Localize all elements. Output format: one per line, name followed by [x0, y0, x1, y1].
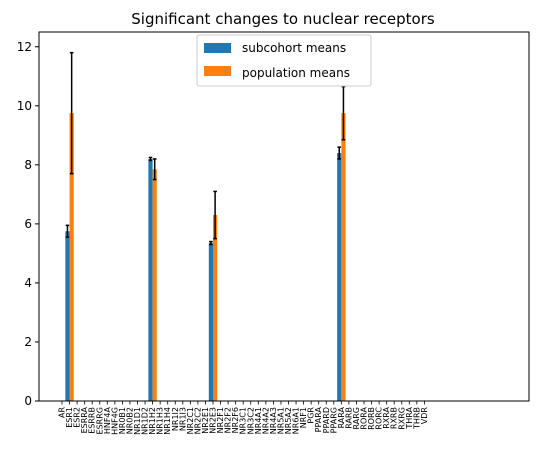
x-tick-label-NR3C2: NR3C2: [246, 407, 255, 434]
x-tick-label-ESRRG: ESRRG: [95, 407, 104, 434]
legend-label-population: population means: [242, 66, 350, 80]
x-tick-label-NR5A1: NR5A1: [276, 407, 285, 434]
x-tick-label-NR2C2: NR2C2: [193, 407, 202, 434]
x-tick-label-PPARD: PPARD: [322, 407, 331, 433]
x-tick-label-RORA: RORA: [360, 406, 369, 429]
x-tick-label-NR1I2: NR1I2: [171, 407, 180, 431]
y-tick-label: 4: [24, 276, 32, 290]
x-tick-label-PPARG: PPARG: [329, 407, 338, 433]
x-tick-label-NR0B2: NR0B2: [125, 407, 134, 434]
chart-title: Significant changes to nuclear receptors: [131, 10, 435, 28]
y-tick-label: 2: [24, 335, 32, 349]
x-tick-label-NRF1: NRF1: [299, 407, 308, 428]
x-tick-label-ESRRB: ESRRB: [88, 407, 97, 434]
y-tick-label: 8: [24, 158, 32, 172]
error-bar-population-NR2E3: [213, 190, 217, 240]
x-tick-label-NR2E3: NR2E3: [209, 407, 218, 434]
bar-population-NR1H2: [152, 169, 157, 401]
x-tick-label-VDR: VDR: [420, 407, 429, 425]
x-tick-label-NR0B1: NR0B1: [118, 407, 127, 434]
error-bar-subcohort-NR1H2: [148, 156, 153, 162]
x-tick-label-RORC: RORC: [375, 407, 384, 430]
x-tick-label-NR1H2: NR1H2: [148, 407, 157, 435]
x-tick-label-NR1D2: NR1D2: [141, 407, 150, 435]
x-tick-label-NR2F2: NR2F2: [224, 407, 233, 433]
error-bar-population-ESR1: [69, 51, 74, 175]
x-tick-label-NR5A2: NR5A2: [284, 407, 293, 434]
error-bar-population-NR1H2: [152, 158, 157, 181]
x-tick-label-HNF4A: HNF4A: [103, 406, 112, 434]
y-tick-label: 6: [24, 217, 32, 231]
x-tick-label-NR1H4: NR1H4: [163, 407, 172, 435]
legend-swatch-subcohort: [204, 43, 231, 53]
error-bar-subcohort-ESR1: [65, 224, 70, 238]
x-tick-label-NR2C1: NR2C1: [186, 407, 195, 434]
x-tick-label-NR1I3: NR1I3: [178, 407, 187, 431]
x-tick-label-ESRRA: ESRRA: [80, 406, 89, 433]
error-bar-subcohort-RARA: [337, 146, 342, 160]
x-tick-label-RORB: RORB: [367, 407, 376, 430]
x-tick-label-NR2F6: NR2F6: [231, 407, 240, 433]
bar-population-ESR1: [69, 113, 74, 402]
x-tick-label-RXRA: RXRA: [382, 406, 391, 428]
x-tick-label-NR2F1: NR2F1: [216, 407, 225, 433]
x-tick-label-NR6A1: NR6A1: [292, 407, 301, 434]
legend: subcohort means population means: [196, 34, 372, 87]
x-tick-label-AR: AR: [58, 407, 67, 418]
y-tick-label: 12: [17, 40, 32, 54]
x-tick-label-THRA: THRA: [405, 406, 414, 429]
x-tick-label-RARG: RARG: [352, 407, 361, 429]
x-tick-label-NR1D1: NR1D1: [133, 407, 142, 435]
x-tick-label-NR4A3: NR4A3: [269, 407, 278, 434]
bar-subcohort-ESR1: [65, 231, 70, 401]
bar-subcohort-RARA: [337, 153, 342, 401]
x-tick-label-THRB: THRB: [412, 407, 421, 430]
legend-swatch-population: [204, 66, 231, 76]
error-bar-subcohort-NR2E3: [209, 240, 213, 246]
legend-box: [196, 34, 372, 87]
legend-label-subcohort: subcohort means: [242, 41, 346, 55]
y-tick-label: 0: [24, 394, 32, 408]
x-tick-label-NR4A2: NR4A2: [261, 407, 270, 434]
error-bar-population-RARA: [341, 85, 346, 141]
plot-area: 0 2 4 6 8 10 12 ARESR1ESR2ESRRAESRRBESRRGHNF4AH…: [17, 31, 530, 435]
x-tick-label-RARA: RARA: [337, 406, 346, 428]
axes-frame: [38, 31, 530, 402]
bar-subcohort-NR1H2: [148, 158, 153, 401]
bar-subcohort-NR2E3: [208, 243, 213, 401]
bar-population-NR2E3: [213, 215, 218, 401]
x-tick-label-NR1H3: NR1H3: [156, 407, 165, 435]
x-tick-label-PGR: PGR: [307, 407, 316, 424]
y-tick-label: 10: [17, 99, 32, 113]
x-tick-label-PPARA: PPARA: [314, 406, 323, 432]
x-tick-label-ESR1: ESR1: [65, 407, 74, 428]
x-tick-label-HNF4G: HNF4G: [110, 407, 119, 435]
x-tick-label-NR4A1: NR4A1: [254, 407, 263, 434]
x-tick-label-RXRB: RXRB: [390, 407, 399, 429]
x-tick-label-NR3C1: NR3C1: [239, 407, 248, 434]
x-tick-label-NR2E1: NR2E1: [201, 407, 210, 434]
x-tick-label-ESR2: ESR2: [73, 407, 82, 428]
x-tick-label-RARB: RARB: [344, 407, 353, 429]
x-tick-label-RXRG: RXRG: [397, 407, 406, 430]
bar-population-RARA: [341, 113, 346, 402]
